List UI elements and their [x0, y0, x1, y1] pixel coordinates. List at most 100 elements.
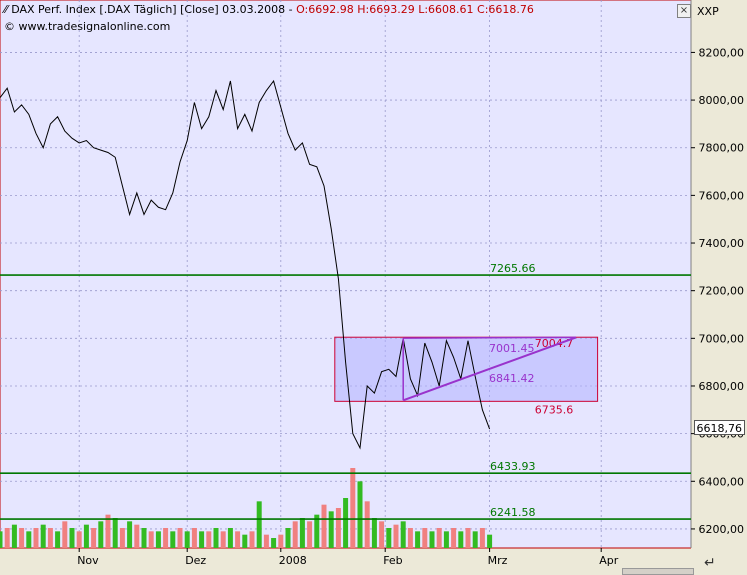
- volume-bar: [487, 534, 493, 548]
- volume-bar: [191, 528, 197, 548]
- volume-bar: [227, 528, 233, 548]
- rectangle-bottom-label: 6735.6: [535, 403, 574, 416]
- volume-bar: [357, 481, 363, 548]
- support-line-label: 6433.93: [490, 460, 536, 473]
- volume-bar: [26, 531, 32, 548]
- volume-bar: [141, 528, 147, 548]
- volume-bar: [465, 528, 471, 548]
- volume-bar: [292, 521, 298, 548]
- y-tick-label: 8200,00: [699, 46, 745, 59]
- support-lines: 7265.66 6433.93 6241.58: [0, 262, 691, 520]
- x-tick-label: 2008: [279, 554, 307, 567]
- volume-bar: [11, 524, 17, 548]
- volume-bar: [436, 528, 442, 548]
- volume-bar: [33, 528, 39, 548]
- y-tick-label: 6800,00: [699, 380, 745, 393]
- volume-bar: [148, 531, 154, 548]
- volume-bar: [69, 528, 75, 548]
- volume-bar: [127, 521, 133, 548]
- volume-bar: [55, 531, 61, 548]
- volume-bar: [98, 521, 104, 548]
- volume-bar: [134, 524, 140, 548]
- volume-bar: [155, 531, 161, 548]
- volume-bar: [19, 528, 25, 548]
- volume-bar: [271, 538, 277, 548]
- x-axis-labels: Nov Dez 2008 Feb Mrz Apr: [77, 548, 619, 567]
- volume-bar: [91, 528, 97, 548]
- horizontal-scrollbar[interactable]: [622, 568, 694, 575]
- y-tick-label: 6200,00: [699, 523, 745, 536]
- volume-bar: [235, 531, 241, 548]
- y-tick-label: 7200,00: [699, 285, 745, 298]
- volume-bar: [458, 531, 464, 548]
- x-tick-label: Apr: [599, 554, 619, 567]
- support-line-label: 7265.66: [490, 262, 536, 275]
- chart-icon: ⁄⁄: [4, 3, 8, 16]
- volume-bar: [314, 514, 320, 548]
- return-arrow-icon[interactable]: ↵: [704, 555, 716, 571]
- volume-bar: [364, 501, 370, 548]
- volume-bar: [76, 531, 82, 548]
- x-tick-label: Mrz: [488, 554, 508, 567]
- y-tick-label: 7000,00: [699, 332, 745, 345]
- y-tick-label: 7800,00: [699, 142, 745, 155]
- triangle-mid-label: 6841.42: [489, 372, 535, 385]
- axis-area: [691, 0, 747, 575]
- triangle-lower-edge: [402, 336, 577, 402]
- volume-bar: [206, 531, 212, 548]
- y-tick-label: 7600,00: [699, 189, 745, 202]
- volume-bar: [184, 531, 190, 548]
- volume-bar: [40, 524, 46, 548]
- ohlc-values: O:6692.98 H:6693.29 L:6608.61 C:6618.76: [296, 3, 534, 16]
- volume-bar: [479, 528, 485, 548]
- chart-header: ⁄⁄ DAX Perf. Index [.DAX Täglich] [Close…: [4, 3, 534, 16]
- volume-bar: [112, 518, 118, 548]
- volume-bar: [379, 521, 385, 548]
- volume-bar: [335, 508, 341, 548]
- triangle-pattern: 6841.42 7001.45: [402, 336, 577, 402]
- close-button[interactable]: ×: [677, 4, 691, 18]
- volume-bar: [170, 531, 176, 548]
- volume-bar: [256, 501, 262, 548]
- volume-bars: [0, 468, 493, 548]
- volume-bar: [263, 534, 269, 548]
- x-tick-label: Nov: [77, 554, 99, 567]
- support-line-label: 6241.58: [490, 506, 536, 519]
- close-price-line: [0, 79, 491, 450]
- volume-bar: [163, 528, 169, 548]
- volume-bar: [4, 528, 10, 548]
- volume-bar: [83, 524, 89, 548]
- triangle-upper-edge: [403, 336, 577, 339]
- volume-bar: [328, 511, 334, 548]
- volume-bar: [285, 528, 291, 548]
- last-price-label: 6618,76: [694, 420, 745, 435]
- y-tick-label: 6400,00: [699, 475, 745, 488]
- volume-bar: [119, 528, 125, 548]
- volume-bar: [400, 521, 406, 548]
- volume-bar: [213, 528, 219, 548]
- y-tick-label: 8000,00: [699, 94, 745, 107]
- volume-bar: [249, 531, 255, 548]
- y-axis-labels: 6200,006400,006600,006800,007000,007200,…: [691, 46, 744, 536]
- volume-bar: [415, 531, 421, 548]
- volume-bar: [407, 528, 413, 548]
- volume-bar: [199, 531, 205, 548]
- volume-bar: [393, 524, 399, 548]
- volume-bar: [386, 528, 392, 548]
- volume-bar: [350, 468, 356, 548]
- volume-bar: [307, 521, 313, 548]
- grid: [0, 0, 691, 548]
- volume-bar: [472, 531, 478, 548]
- rectangle-top-label: 7004.7: [535, 337, 574, 350]
- volume-bar: [443, 531, 449, 548]
- volume-bar: [242, 534, 248, 548]
- x-tick-label: Dez: [185, 554, 206, 567]
- volume-bar: [343, 498, 349, 548]
- volume-bar: [62, 521, 68, 548]
- volume-bar: [451, 528, 457, 548]
- volume-bar: [321, 504, 327, 548]
- volume-bar: [422, 528, 428, 548]
- volume-bar: [299, 518, 305, 548]
- volume-bar: [105, 514, 111, 548]
